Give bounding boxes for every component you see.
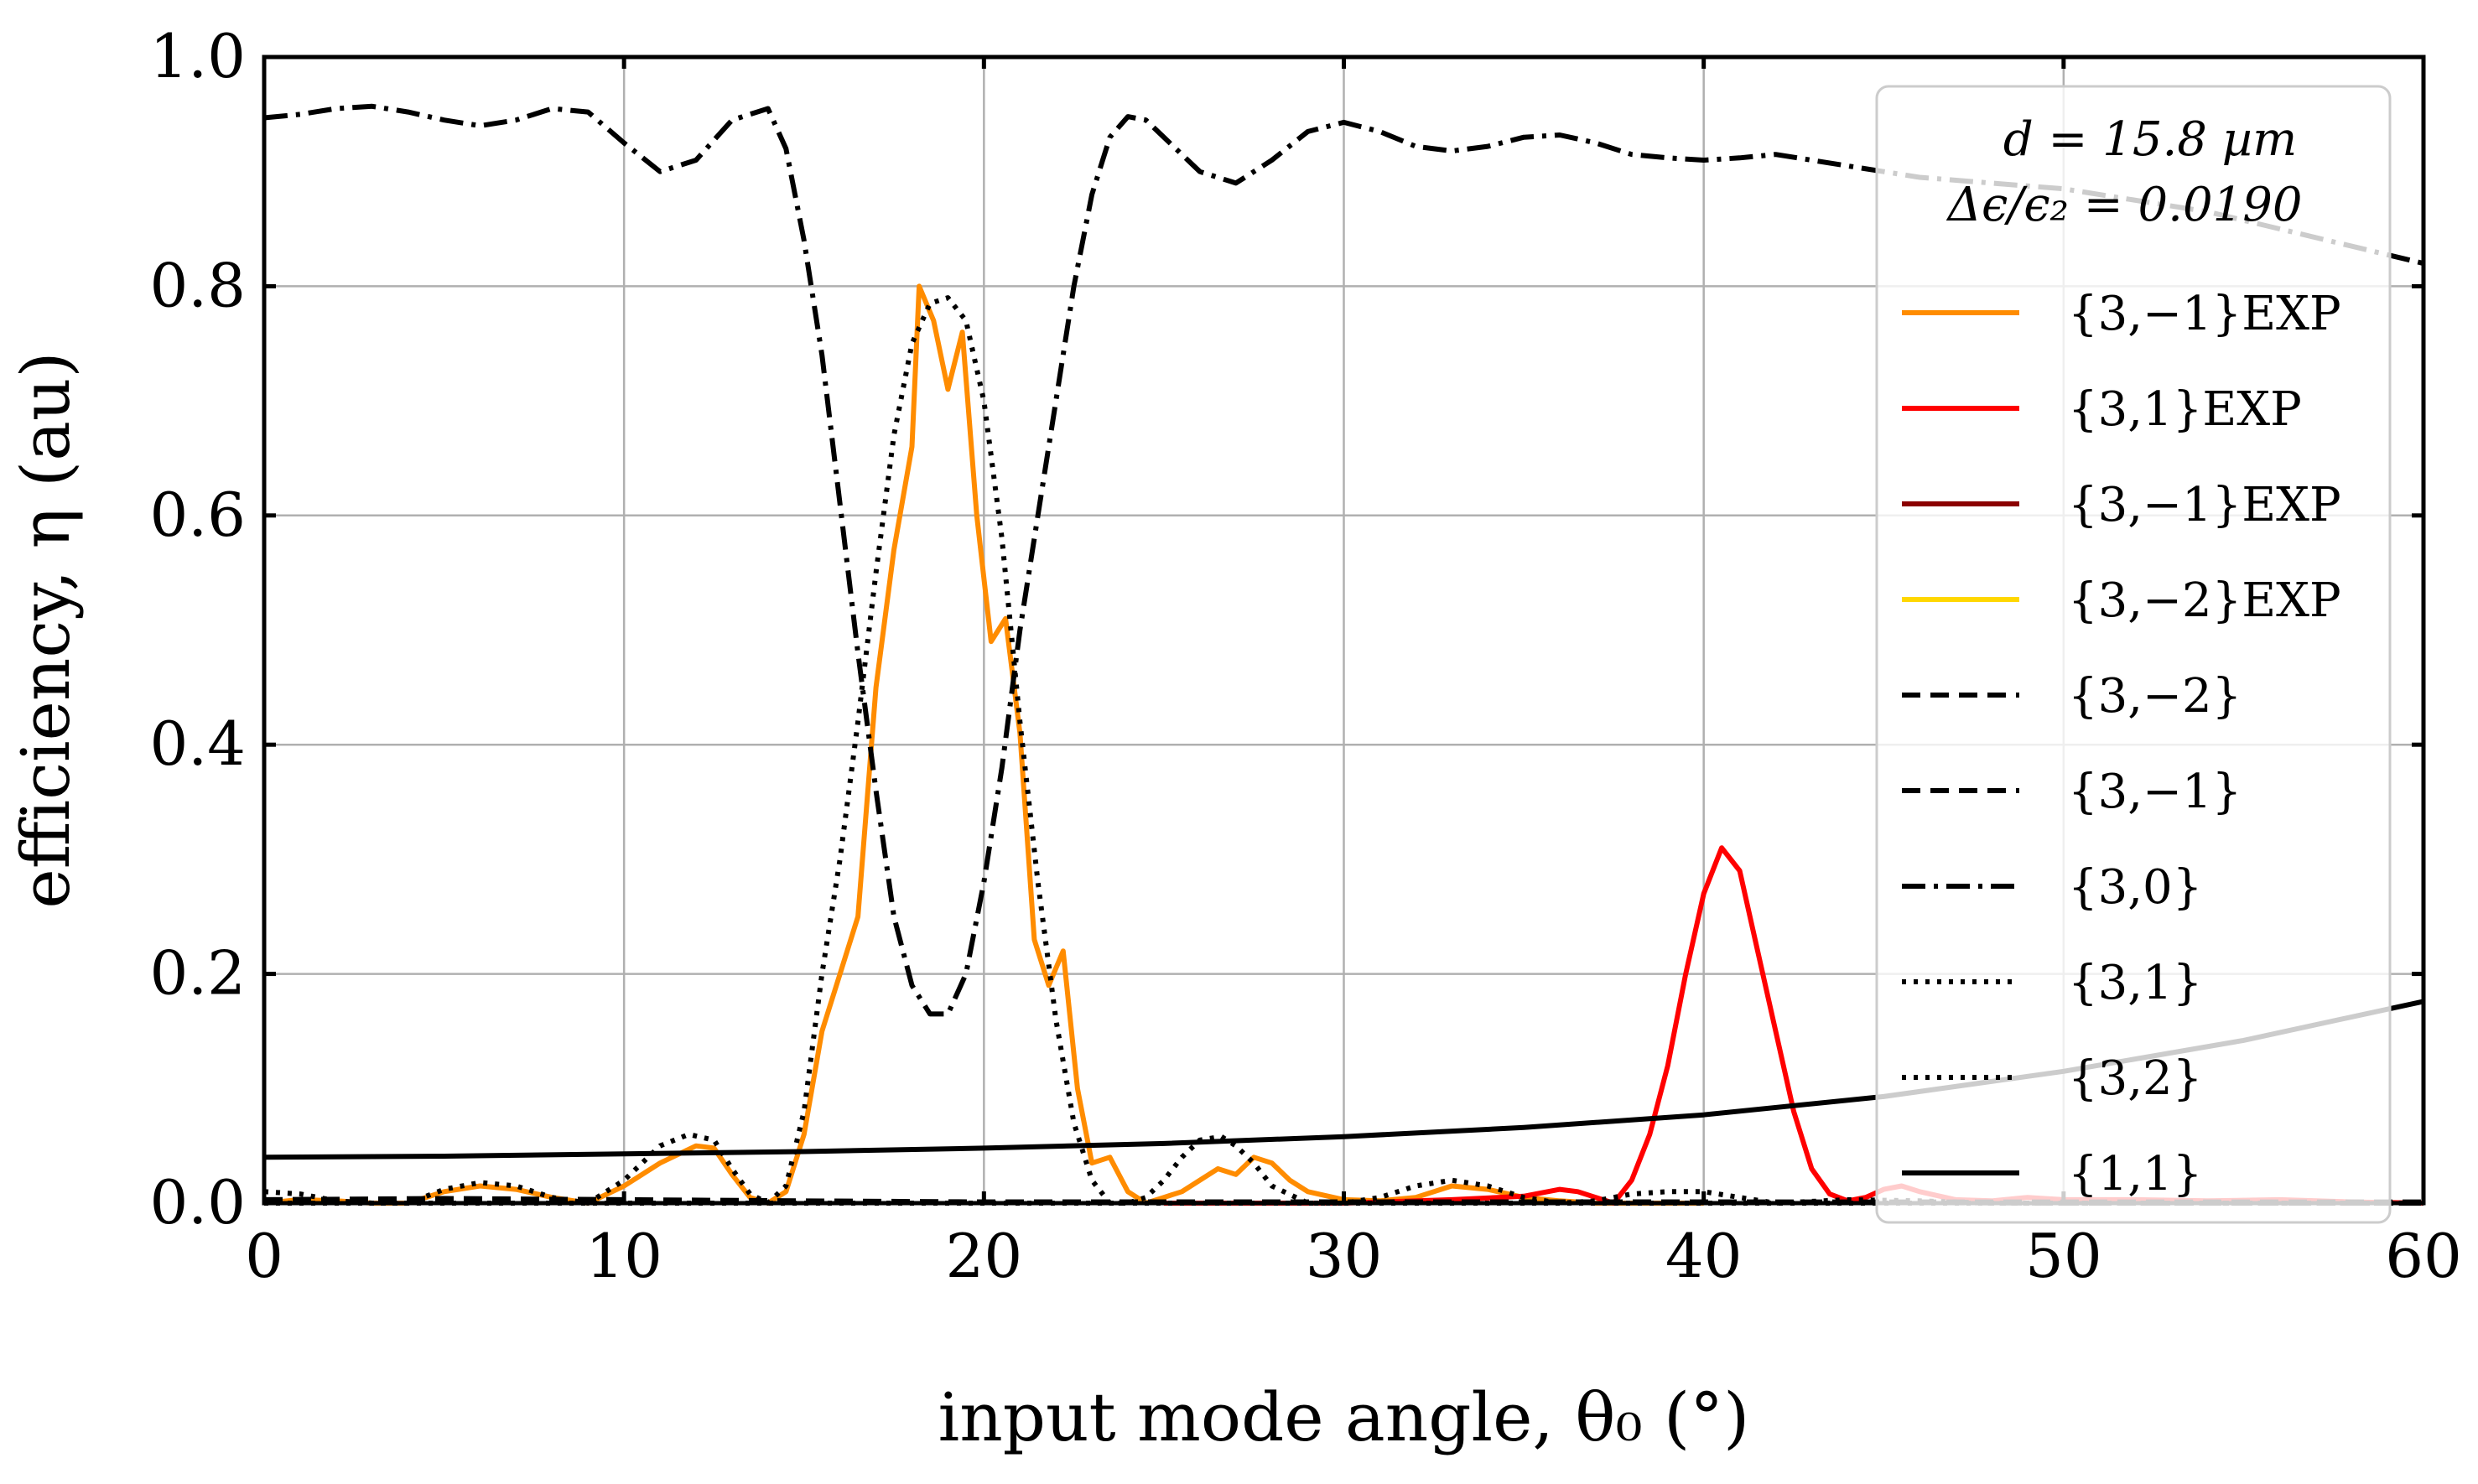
series-line-0 (263, 283, 1704, 1206)
x-tick-label: 0 (245, 1221, 283, 1291)
axis-ticks: 0 10 20 30 40 50 60 0.0 0.2 0.4 0.6 0.8 1.0 (149, 21, 2461, 1291)
legend-title-line: Δϵ/ϵ₂ = 0.0190 (1946, 178, 2303, 232)
y-tick-label: 0.8 (149, 250, 246, 320)
x-tick-label: 10 (585, 1221, 662, 1291)
x-tick-label: 50 (2025, 1221, 2102, 1291)
legend-label-3: {3,−2}EXP (2068, 573, 2341, 628)
legend-label-8: {3,2} (2068, 1051, 2202, 1106)
y-tick-label: 1.0 (149, 21, 246, 91)
y-tick-label: 0.0 (149, 1167, 246, 1238)
x-axis-label: input mode angle, θ₀ (°) (938, 1378, 1750, 1456)
legend-label-9: {1,1} (2068, 1147, 2202, 1201)
legend-label-2: {3,−1}EXP (2068, 478, 2341, 532)
y-tick-label: 0.4 (149, 708, 246, 779)
y-axis-label: efficiency, η (au) (7, 351, 85, 908)
legend-box (1875, 85, 2392, 1224)
x-tick-label: 30 (1306, 1221, 1383, 1291)
legend-label-5: {3,−1} (2068, 765, 2242, 819)
y-tick-label: 0.6 (149, 480, 246, 550)
x-tick-label: 60 (2385, 1221, 2462, 1291)
series-line-6 (263, 103, 2424, 1017)
y-tick-label: 0.2 (149, 938, 246, 1009)
x-tick-label: 40 (1665, 1221, 1743, 1291)
legend-label-1: {3,1}EXP (2068, 382, 2302, 437)
x-tick-label: 20 (946, 1221, 1023, 1291)
legend: d = 15.8 µm Δϵ/ϵ₂ = 0.0190 {3,−1}EXP {3,1}E… (1875, 85, 2392, 1224)
legend-label-6: {3,0} (2068, 860, 2202, 915)
legend-label-0: {3,−1}EXP (2068, 287, 2341, 341)
legend-label-7: {3,1} (2068, 956, 2202, 1010)
legend-title-line: d = 15.8 µm (2003, 112, 2297, 167)
legend-label-4: {3,−2} (2068, 669, 2242, 724)
